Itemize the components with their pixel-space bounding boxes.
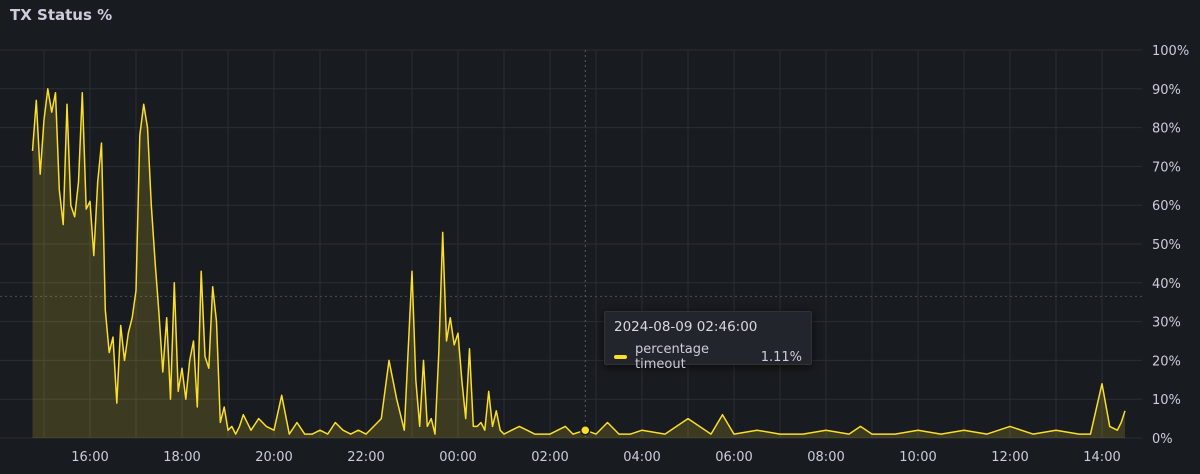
y-gridlines [0,49,1142,439]
x-tick-label: 12:00 [991,450,1028,465]
tooltip-series-row: percentage timeout 1.11% [614,342,802,372]
tooltip-series-value: 1.11% [760,349,802,365]
x-tick-label: 16:00 [71,450,108,465]
x-tick-label: 18:00 [163,450,200,465]
x-tick-label: 08:00 [807,450,844,465]
series-color-swatch [614,355,627,359]
x-tick-label: 22:00 [347,450,384,465]
y-tick-label: 20% [1152,354,1181,369]
hover-tooltip: 2024-08-09 02:46:00 percentage timeout 1… [604,311,812,372]
y-tick-label: 90% [1152,83,1181,98]
x-tick-label: 00:00 [439,450,476,465]
y-tick-label: 10% [1152,393,1181,408]
y-tick-label: 80% [1152,122,1181,137]
y-tick-label: 40% [1152,277,1181,292]
y-tick-label: 60% [1152,199,1181,214]
x-tick-label: 06:00 [715,450,752,465]
panel-title: TX Status % [10,6,113,24]
series-line-percentage-timeout[interactable] [31,88,1126,435]
y-tick-label: 0% [1152,432,1173,447]
x-tick-label: 10:00 [899,450,936,465]
hover-point-marker [580,424,591,436]
tooltip-series-name: percentage timeout [635,342,710,372]
x-tick-label: 04:00 [623,450,660,465]
x-tick-label: 20:00 [255,450,292,465]
y-tick-label: 30% [1152,316,1181,331]
y-axis-tick-labels: 0% 10% 20% 30% 40% 50% 60% 70% 80% 90% 100% [1152,44,1189,447]
x-tick-label: 14:00 [1083,450,1120,465]
x-tick-label: 02:00 [531,450,568,465]
y-tick-label: 50% [1152,238,1181,253]
y-tick-label: 100% [1152,44,1189,59]
tooltip-timestamp: 2024-08-09 02:46:00 [614,319,758,335]
y-tick-label: 70% [1152,160,1181,175]
x-axis-tick-labels: 16:00 18:00 20:00 22:00 00:00 02:00 04:00 06:00… [71,450,1120,465]
